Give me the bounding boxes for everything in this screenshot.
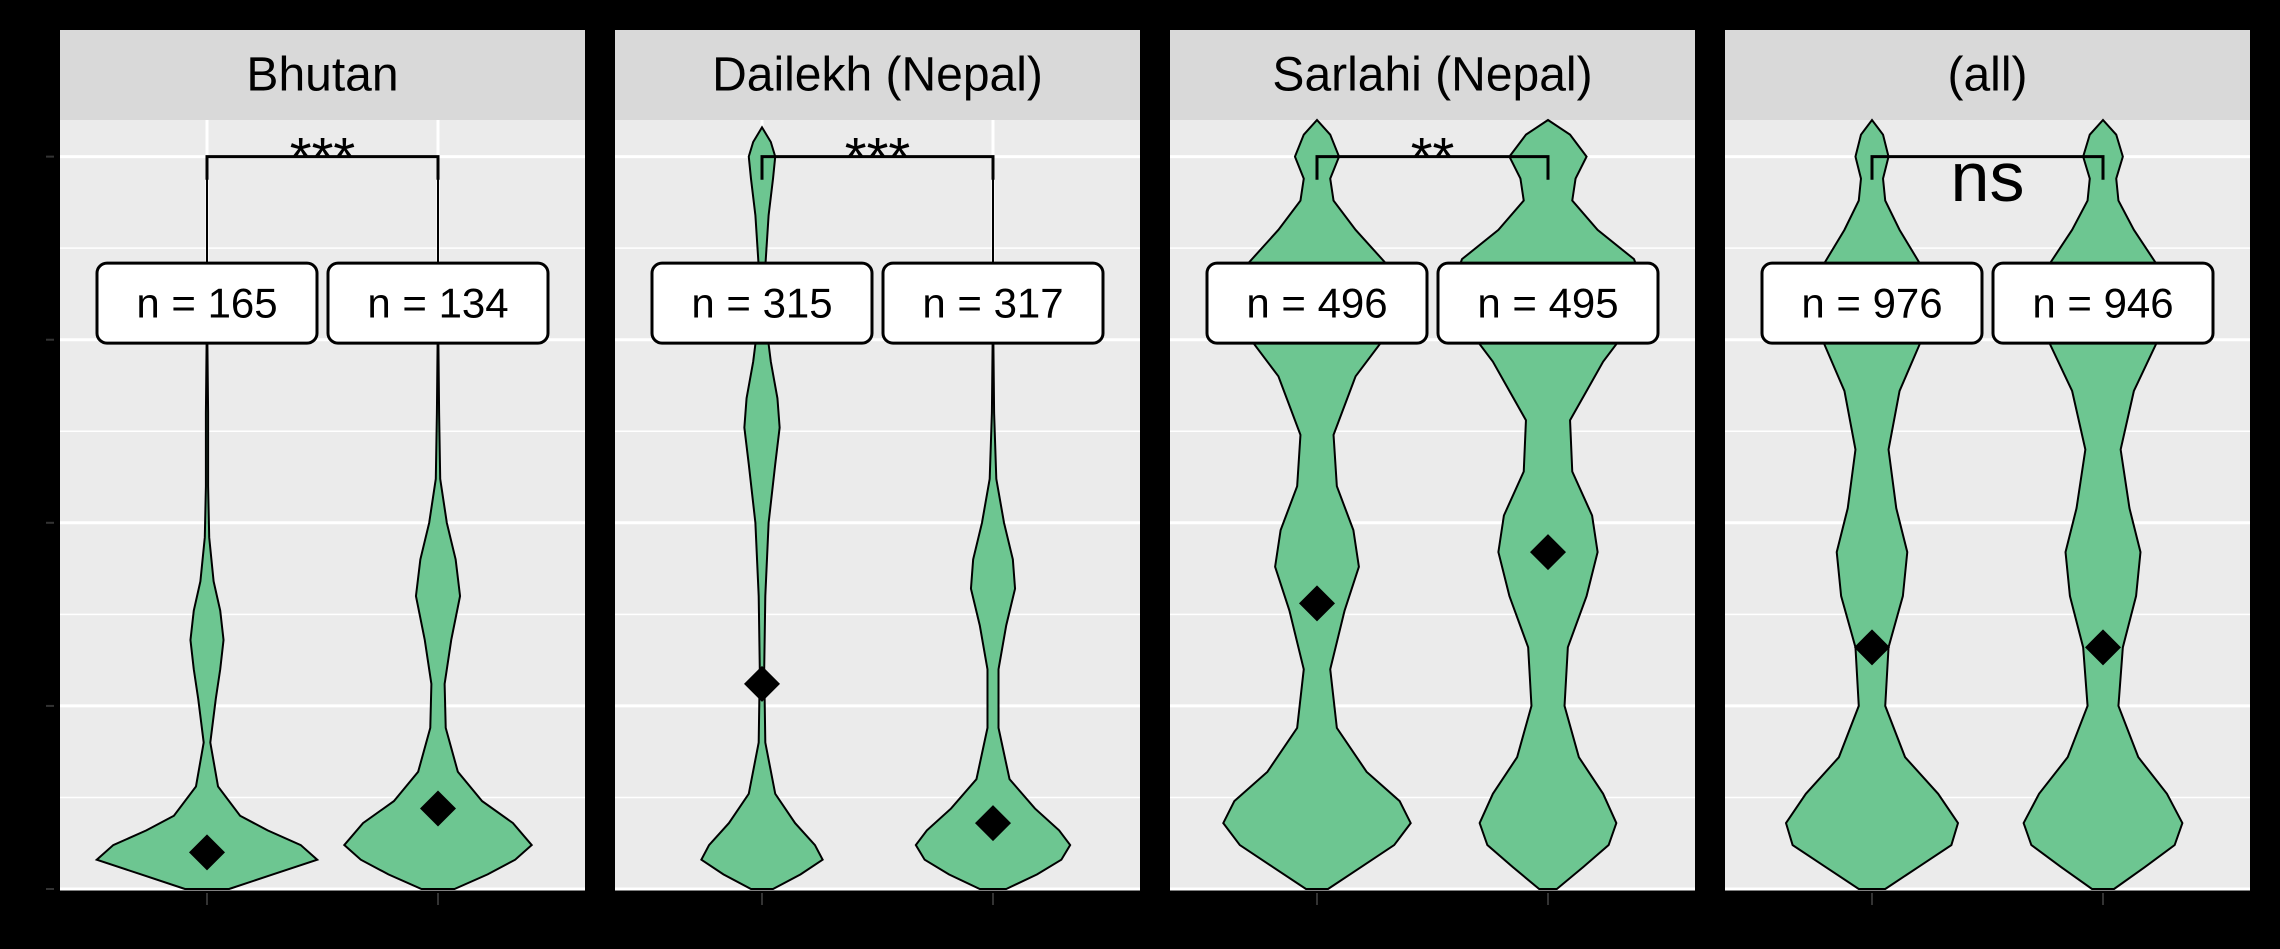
facet-title: Dailekh (Nepal) [712, 49, 1043, 102]
n-count-label: n = 976 [1801, 280, 1942, 327]
facet-title: (all) [1948, 49, 2028, 102]
n-count-label: n = 165 [136, 280, 277, 327]
chart-svg: Bhutan *** n = 165 n = 134 Dailekh (Nepal) **… [0, 0, 2280, 949]
facet-title: Sarlahi (Nepal) [1272, 49, 1592, 102]
plot-background [60, 120, 585, 889]
significance-label: ** [1411, 126, 1455, 189]
n-count-label: n = 134 [367, 280, 508, 327]
significance-label: ns [1951, 138, 2025, 216]
n-count-label: n = 315 [691, 280, 832, 327]
n-count-label: n = 495 [1477, 280, 1618, 327]
violin-facet-chart: Bhutan *** n = 165 n = 134 Dailekh (Nepal) **… [0, 0, 2280, 949]
plot-background [1725, 120, 2250, 889]
plot-background [1170, 120, 1695, 889]
plot-background [615, 120, 1140, 889]
significance-label: *** [845, 126, 910, 189]
facet-title: Bhutan [246, 49, 398, 102]
significance-label: *** [290, 126, 355, 189]
n-count-label: n = 496 [1246, 280, 1387, 327]
n-count-label: n = 317 [922, 280, 1063, 327]
n-count-label: n = 946 [2032, 280, 2173, 327]
